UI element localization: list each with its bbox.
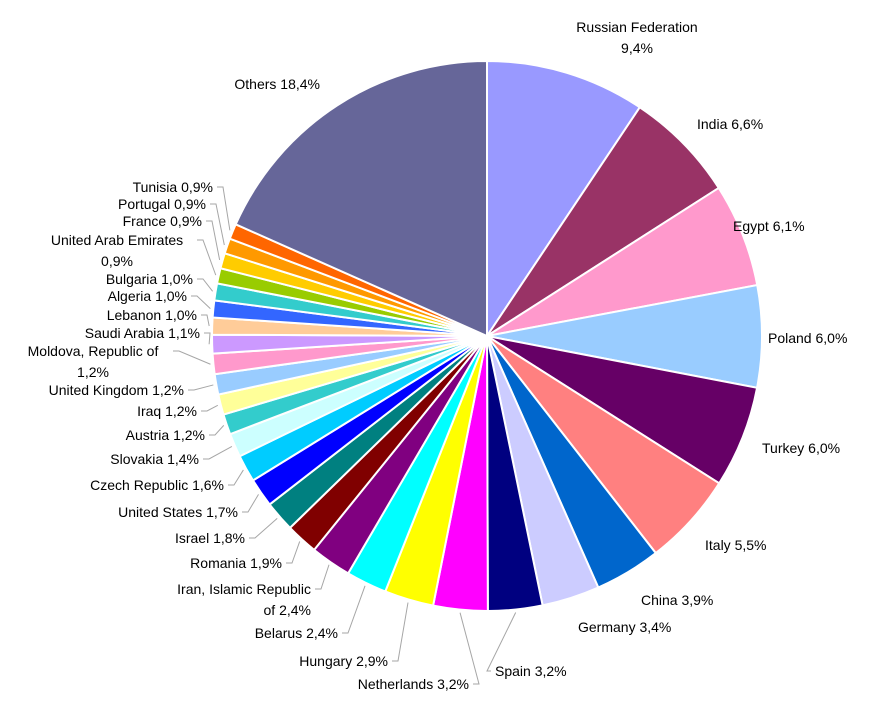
data-label: Romania 1,9%: [190, 555, 282, 571]
pie-slice-others: [234, 59, 488, 338]
leader-line: [173, 350, 211, 365]
leader-line: [217, 186, 231, 231]
data-label: Turkey 6,0%: [762, 440, 840, 456]
data-label: Bulgaria 1,0%: [106, 271, 193, 287]
data-label: United Kingdom 1,2%: [49, 382, 184, 398]
data-label: Iraq 1,2%: [137, 403, 197, 419]
data-label: Moldova, Republic of: [28, 343, 159, 359]
data-label: Algeria 1,0%: [108, 288, 187, 304]
leader-line: [459, 612, 480, 685]
data-label: India 6,6%: [697, 116, 763, 132]
leader-line: [486, 612, 517, 672]
data-label: Spain 3,2%: [495, 663, 567, 679]
leader-line: [201, 314, 210, 327]
data-label: of 2,4%: [264, 602, 311, 618]
leader-line: [286, 541, 301, 564]
leader-line: [392, 602, 409, 662]
leader-line: [242, 494, 259, 513]
leader-line: [188, 384, 214, 391]
leader-line: [209, 425, 225, 436]
data-label: China 3,9%: [641, 592, 713, 608]
data-label: Russian Federation: [576, 19, 697, 35]
data-label: Hungary 2,9%: [299, 653, 388, 669]
data-label: United Arab Emirates: [51, 232, 183, 248]
leader-line: [191, 295, 211, 309]
data-label: Tunisia 0,9%: [133, 179, 213, 195]
data-label: Slovakia 1,4%: [110, 451, 199, 467]
data-label: United States 1,7%: [118, 504, 238, 520]
data-label: Portugal 0,9%: [118, 196, 206, 212]
data-label: Poland 6,0%: [768, 330, 847, 346]
data-label: Lebanon 1,0%: [107, 307, 197, 323]
data-label: Italy 5,5%: [705, 537, 766, 553]
data-label: Saudi Arabia 1,1%: [85, 325, 200, 341]
leader-line: [203, 446, 233, 460]
leader-line: [210, 203, 225, 246]
leader-line: [201, 404, 219, 412]
data-label: 1,2%: [77, 364, 109, 380]
data-label: Germany 3,4%: [578, 619, 671, 635]
leader-line: [228, 469, 244, 486]
data-label: Netherlands 3,2%: [358, 676, 469, 692]
pie-slice-russian-federation: [486, 59, 642, 340]
leader-line: [342, 585, 366, 634]
data-label: Belarus 2,4%: [255, 625, 338, 641]
pie-slice-india: [486, 105, 721, 337]
data-label: Others 18,4%: [234, 76, 320, 92]
data-label: Czech Republic 1,6%: [90, 477, 224, 493]
data-label: Egypt 6,1%: [733, 218, 805, 234]
data-label: Iran, Islamic Republic: [177, 581, 311, 597]
leader-line: [204, 332, 211, 345]
data-label: 0,9%: [101, 253, 133, 269]
leader-line: [197, 239, 217, 276]
leader-line: [197, 278, 214, 292]
leader-line: [206, 220, 221, 261]
data-label: 9,4%: [621, 40, 653, 56]
leader-line: [249, 518, 278, 539]
data-label: Israel 1,8%: [175, 530, 245, 546]
data-label: France 0,9%: [123, 213, 202, 229]
data-label: Austria 1,2%: [126, 427, 205, 443]
leader-line: [315, 564, 330, 590]
